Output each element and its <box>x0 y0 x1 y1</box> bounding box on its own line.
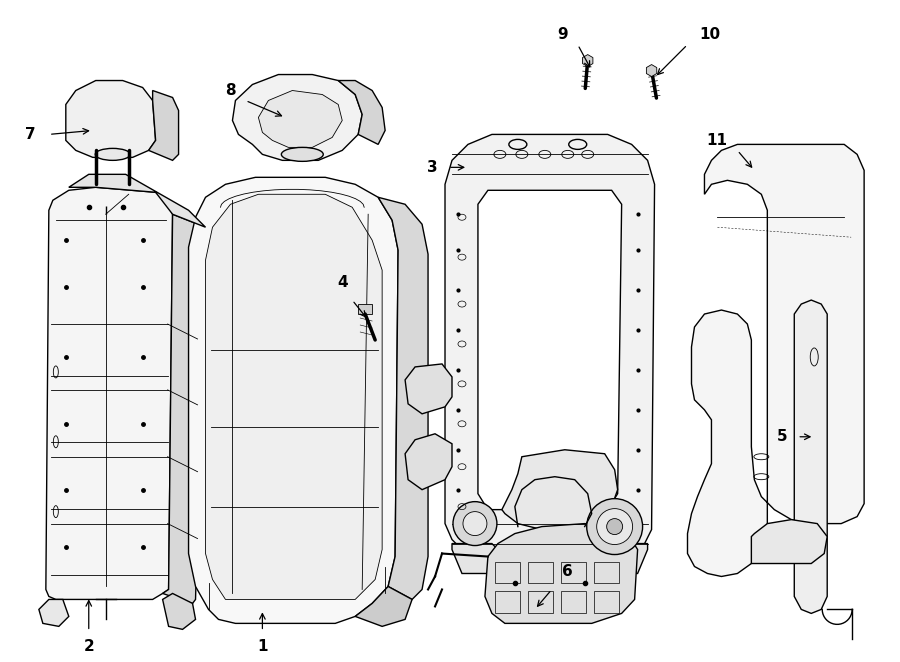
Polygon shape <box>148 91 178 160</box>
Ellipse shape <box>95 148 130 160</box>
Polygon shape <box>582 54 593 67</box>
Polygon shape <box>358 304 373 314</box>
Bar <box>594 591 618 614</box>
Bar <box>495 561 520 583</box>
Polygon shape <box>163 214 205 604</box>
Bar <box>561 591 586 614</box>
Text: 3: 3 <box>428 160 438 175</box>
Text: 10: 10 <box>699 27 721 42</box>
Text: 6: 6 <box>562 565 572 579</box>
Polygon shape <box>205 194 382 599</box>
Polygon shape <box>452 544 502 573</box>
Circle shape <box>587 498 643 555</box>
Text: 5: 5 <box>777 429 788 444</box>
Polygon shape <box>163 593 195 630</box>
Ellipse shape <box>282 148 323 162</box>
Polygon shape <box>485 524 637 624</box>
Text: 8: 8 <box>225 83 236 98</box>
Polygon shape <box>505 573 525 589</box>
Polygon shape <box>688 144 864 577</box>
Polygon shape <box>378 197 428 599</box>
Polygon shape <box>68 174 205 227</box>
Bar <box>561 561 586 583</box>
Polygon shape <box>502 449 617 530</box>
Bar <box>527 561 553 583</box>
Polygon shape <box>66 81 156 158</box>
Text: 1: 1 <box>257 639 267 654</box>
Polygon shape <box>405 434 452 490</box>
Polygon shape <box>405 364 452 414</box>
Bar <box>527 591 553 614</box>
Polygon shape <box>795 300 827 614</box>
Polygon shape <box>338 81 385 144</box>
Polygon shape <box>445 134 654 573</box>
Text: 2: 2 <box>84 639 94 654</box>
Polygon shape <box>232 75 362 160</box>
Polygon shape <box>39 599 68 626</box>
Polygon shape <box>356 587 412 626</box>
Polygon shape <box>575 573 595 589</box>
Text: 7: 7 <box>25 127 36 142</box>
Bar <box>594 561 618 583</box>
Circle shape <box>597 508 633 545</box>
Circle shape <box>607 518 623 535</box>
Polygon shape <box>478 190 622 510</box>
Text: 11: 11 <box>706 133 727 148</box>
Polygon shape <box>598 544 648 573</box>
Bar <box>495 591 520 614</box>
Circle shape <box>453 502 497 545</box>
Polygon shape <box>46 187 173 599</box>
Polygon shape <box>646 65 657 77</box>
Polygon shape <box>752 520 827 563</box>
Circle shape <box>463 512 487 536</box>
Text: 9: 9 <box>557 27 568 42</box>
Text: 4: 4 <box>337 275 347 290</box>
Polygon shape <box>258 91 342 148</box>
Polygon shape <box>188 177 398 624</box>
